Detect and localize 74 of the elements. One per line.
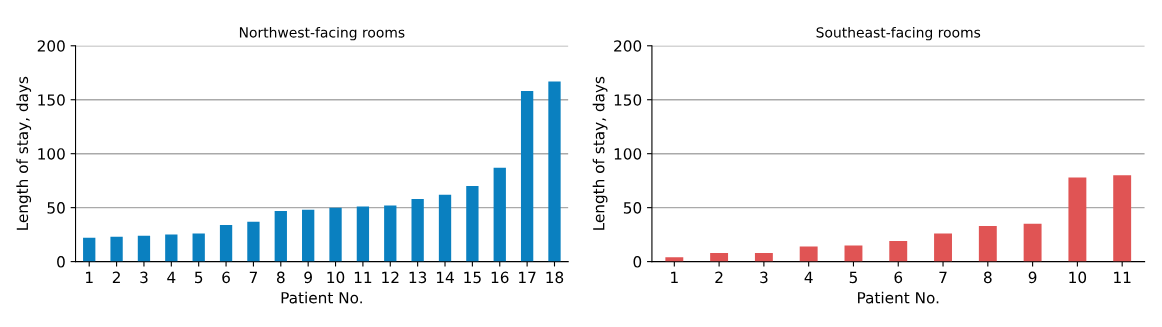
bar (110, 236, 123, 262)
y-axis-title: Length of stay, days (592, 76, 608, 230)
bar (165, 234, 178, 262)
chart-title: Southeast-facing rooms (816, 26, 981, 41)
x-tick-label: 13 (409, 271, 427, 284)
bar (83, 237, 96, 262)
x-tick-label: 10 (1069, 271, 1087, 284)
y-tick-label: 100 (38, 148, 65, 160)
y-tick-label: 200 (37, 40, 65, 52)
x-tick-label: 1 (86, 271, 93, 283)
bar (754, 252, 773, 262)
bar (137, 235, 151, 262)
y-tick-label: 50 (623, 202, 642, 214)
bar (329, 207, 342, 262)
bar (466, 186, 479, 262)
y-tick-label: 0 (57, 256, 65, 268)
x-tick-label: 11 (1114, 271, 1131, 283)
bar (520, 91, 534, 262)
bar (710, 252, 729, 262)
x-tick-label: 4 (804, 271, 813, 283)
bar (978, 225, 997, 262)
x-tick-label: 7 (939, 271, 947, 283)
x-tick-label: 6 (894, 271, 903, 284)
bar (1113, 175, 1132, 262)
bar (219, 224, 233, 262)
y-tick-label: 100 (614, 148, 642, 160)
x-tick-label: 6 (222, 271, 230, 284)
x-axis-title: Patient No. (858, 291, 939, 304)
x-tick-label: 2 (715, 271, 723, 283)
x-tick-label: 12 (382, 271, 399, 283)
bar (1023, 223, 1042, 262)
y-tick-label: 150 (38, 94, 65, 106)
x-tick-label: 5 (195, 271, 203, 284)
x-tick-label: 16 (491, 271, 509, 284)
bar (384, 205, 397, 262)
x-tick-label: 8 (276, 271, 285, 284)
bar (889, 241, 908, 262)
bar (302, 209, 315, 262)
x-tick-label: 3 (760, 271, 768, 284)
bar (934, 233, 952, 262)
bar (1068, 177, 1087, 262)
y-tick-label: 150 (614, 94, 642, 106)
y-tick-label: 0 (633, 256, 642, 268)
bar (548, 81, 561, 262)
x-tick-label: 11 (354, 271, 372, 283)
bar (356, 206, 370, 262)
x-tick-label: 9 (304, 271, 312, 284)
x-tick-label: 10 (327, 271, 345, 284)
x-tick-label: 14 (436, 271, 454, 283)
bar (438, 194, 452, 262)
x-tick-label: 3 (140, 271, 148, 284)
x-tick-label: 15 (464, 271, 481, 284)
chart-title: Northwest-facing rooms (239, 26, 405, 41)
x-tick-label: 5 (849, 271, 857, 284)
x-tick-label: 7 (249, 271, 257, 283)
y-tick-label: 200 (614, 40, 642, 52)
x-tick-label: 17 (519, 271, 536, 283)
x-tick-label: 9 (1028, 271, 1037, 284)
bar (247, 221, 260, 262)
bar (192, 233, 205, 262)
x-tick-label: 1 (671, 271, 678, 283)
bar (665, 257, 684, 262)
bar (493, 167, 506, 262)
y-tick-label: 50 (47, 202, 65, 214)
x-tick-label: 4 (167, 271, 176, 283)
x-axis-title: Patient No. (281, 291, 362, 304)
x-tick-label: 8 (983, 271, 992, 284)
bar (844, 245, 863, 262)
x-tick-label: 18 (546, 271, 564, 284)
bar (799, 246, 818, 262)
bar (274, 210, 287, 262)
x-tick-label: 2 (112, 271, 120, 283)
y-axis-title: Length of stay, days (16, 76, 32, 230)
bar (411, 199, 424, 262)
